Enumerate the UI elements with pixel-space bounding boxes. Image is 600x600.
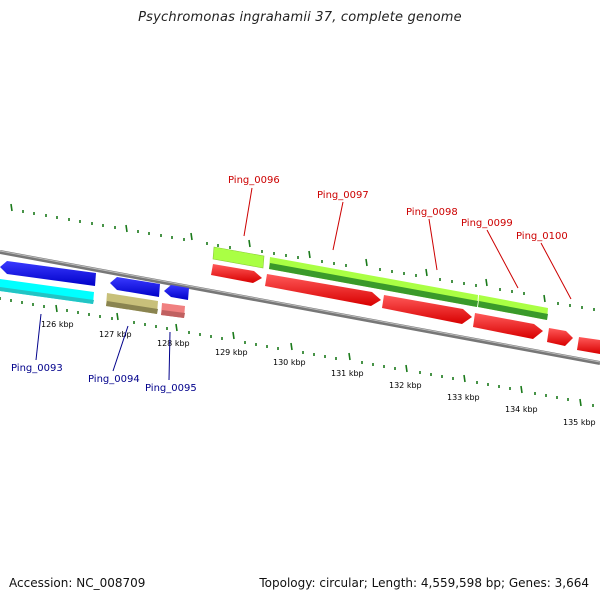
gene-label-ping-0098[interactable]: Ping_0098 [406,207,458,218]
cds-arrow-ping-0097[interactable] [265,274,381,306]
cds-arrow-ping-0094[interactable] [110,277,160,297]
map-title: Psychromonas ingrahamii 37, complete gen… [138,10,462,25]
leader-line [486,229,519,289]
leader-line [428,218,438,271]
outer-tick-ring [10,203,595,311]
gene-label-leaders [35,187,572,381]
axis-label: 130 kbp [273,358,306,367]
cds-arrow-ping-0095[interactable] [164,285,189,300]
gene-labels: Ping_0093 Ping_0094 Ping_0095 Ping_0096 … [11,175,568,394]
cds-arrow-ping-0096[interactable] [211,264,262,283]
axis-label: 135 kbp [563,418,596,427]
gene-label-ping-0093[interactable]: Ping_0093 [11,363,63,374]
axis-label: 133 kbp [447,393,480,402]
gene-label-ping-0099[interactable]: Ping_0099 [461,218,513,229]
forward-cds-arrows [211,264,600,354]
cds-arrow-ping-0093[interactable] [0,261,96,286]
leader-line [243,187,253,237]
cds-arrow-ping-0100[interactable] [547,328,573,346]
axis-label: 132 kbp [389,381,422,390]
cds-arrow-ping-0098[interactable] [382,295,472,324]
outer-major-tick [10,203,13,212]
genome-summary-label: Topology: circular; Length: 4,559,598 bp… [259,576,589,590]
axis-label: 128 kbp [157,339,190,348]
axis-labels: 126 kbp 127 kbp 128 kbp 129 kbp 130 kbp … [41,320,596,427]
gene-feature-ping-0096-rna[interactable] [212,246,265,269]
axis-label: 126 kbp [41,320,74,329]
axis-label: 129 kbp [215,348,248,357]
axis-label: 127 kbp [99,330,132,339]
axis-label: 134 kbp [505,405,538,414]
cds-arrow-ping-0099[interactable] [473,313,543,339]
leader-line [112,325,129,372]
leader-line [35,313,42,361]
gene-label-ping-0095[interactable]: Ping_0095 [145,383,197,394]
reverse-strand-features [0,261,189,318]
axis-label: 131 kbp [331,369,364,378]
leader-line [332,201,344,251]
forward-strand-features [212,246,548,320]
gene-label-ping-0097[interactable]: Ping_0097 [317,190,369,201]
accession-label: Accession: NC_008709 [9,576,146,590]
gene-label-ping-0100[interactable]: Ping_0100 [516,231,568,242]
leader-line [168,331,171,381]
genome-backbone [0,250,600,365]
gene-label-ping-0094[interactable]: Ping_0094 [88,374,140,385]
inner-tick-ring [0,297,594,407]
gene-label-ping-0096[interactable]: Ping_0096 [228,175,280,186]
cds-arrow-ping-0101[interactable] [577,337,600,354]
leader-line [540,242,572,300]
